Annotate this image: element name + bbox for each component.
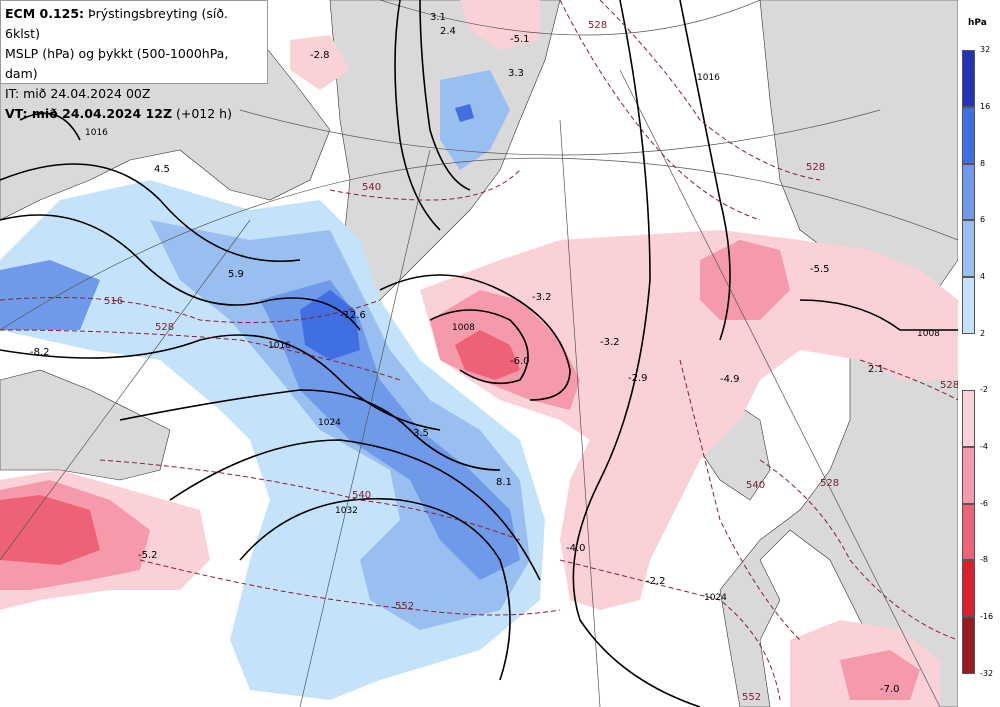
pressure-rise-areas <box>0 70 545 700</box>
change-label: -6.0 <box>510 356 530 367</box>
legend-fall-label: -32 <box>980 669 994 678</box>
map-canvas: 1016 1008 1016 1024 1032 1024 1008 1016 … <box>0 0 958 707</box>
weather-map: 1016 1008 1016 1024 1032 1024 1008 1016 … <box>0 0 958 707</box>
legend-rise-swatch <box>962 277 975 334</box>
change-label: -5.1 <box>510 34 530 45</box>
thickness-label: 516 <box>104 296 123 307</box>
change-label: -2.8 <box>310 50 330 61</box>
change-label: 3.1 <box>430 12 446 23</box>
legend-rise-label: 4 <box>980 272 986 282</box>
change-label: -7.0 <box>880 684 900 695</box>
legend-rise-swatch <box>962 163 975 221</box>
isobar-label: 1024 <box>704 593 727 603</box>
isobar-label: 1024 <box>318 418 341 428</box>
legend-fall-swatch <box>962 390 975 447</box>
legend-fall-label: -2 <box>980 385 988 394</box>
thickness-label: 540 <box>362 182 381 193</box>
color-legend: hPa 32 16 8 6 4 2 -2 -4 -6 -8 -16 -32 <box>958 0 1000 707</box>
thickness-label: 528 <box>588 20 607 31</box>
legend-fall-label: -16 <box>980 612 994 622</box>
legend-unit: hPa <box>968 18 987 28</box>
legend-rise-label: 8 <box>980 158 986 168</box>
change-label: 3.3 <box>508 68 524 79</box>
legend-fall-swatch <box>962 617 975 674</box>
thickness-label: 540 <box>352 490 371 501</box>
product-label: Þrýstingsbreyting (síð. 6klst) <box>5 6 228 41</box>
change-label: -2.9 <box>628 373 648 384</box>
change-label: -5.2 <box>138 550 158 561</box>
legend-rise-swatch <box>962 106 975 164</box>
pressure-fall-areas <box>0 0 958 707</box>
change-label: -5.5 <box>810 264 830 275</box>
map-title-box: ECM 0.125: Þrýstingsbreyting (síð. 6klst… <box>0 0 268 121</box>
thickness-label: 528 <box>806 162 825 173</box>
isobar-label: 1032 <box>335 506 358 516</box>
init-time: IT: mið 24.04.2024 00Z <box>5 86 151 101</box>
change-label: 2.4 <box>440 26 456 37</box>
graticule <box>0 0 958 707</box>
legend-rise-label: 6 <box>980 215 986 225</box>
model-label: ECM 0.125: <box>5 6 85 21</box>
change-label: -3.2 <box>532 292 552 303</box>
change-label: -3.2 <box>600 337 620 348</box>
thickness-label: 540 <box>746 480 765 491</box>
change-label: -8.2 <box>30 347 50 358</box>
thickness-label: 528 <box>155 322 174 333</box>
change-label: 4.5 <box>154 164 170 175</box>
thickness-lines <box>0 0 958 701</box>
legend-fall-label: -4 <box>980 441 988 451</box>
change-label: 5.9 <box>228 269 244 280</box>
change-label: 8.1 <box>496 477 512 488</box>
legend-rise-swatch <box>962 50 975 107</box>
legend-fall-swatch <box>962 446 975 504</box>
isobar-label: 1008 <box>917 329 940 339</box>
change-label: -4.9 <box>720 374 740 385</box>
legend-rise-label: 16 <box>980 101 991 111</box>
change-label: 2.1 <box>868 364 884 375</box>
legend-rise-label: 2 <box>980 329 986 338</box>
change-label: -2.2 <box>646 576 666 587</box>
isobar-label: 1008 <box>452 323 475 333</box>
pressure-change-labels: 3.1 2.4 -5.1 3.3 -2.8 4.5 5.9 -12.6 -8.2… <box>30 12 900 695</box>
change-label: -12.6 <box>340 310 366 321</box>
isobar-labels: 1016 1008 1016 1024 1032 1024 1008 1016 <box>85 73 940 603</box>
thickness-label: 552 <box>742 692 761 703</box>
thickness-labels: 528 540 516 528 540 552 540 528 528 552 … <box>104 20 958 703</box>
change-label: -4.0 <box>566 543 586 554</box>
isobar-label: 1016 <box>85 128 108 138</box>
legend-fall-swatch <box>962 503 975 561</box>
lead-time: (+012 h) <box>176 106 232 121</box>
change-label: 3.5 <box>413 428 429 439</box>
fields-label: MSLP (hPa) og þykkt (500-1000hPa, dam) <box>5 46 229 81</box>
thickness-label: 528 <box>820 478 839 489</box>
isobar-label: 1016 <box>268 341 291 351</box>
legend-rise-swatch <box>962 220 975 278</box>
thickness-label: 528 <box>940 380 958 391</box>
legend-rise-label: 32 <box>980 45 991 54</box>
legend-fall-label: -6 <box>980 498 988 508</box>
legend-fall-swatch <box>962 560 975 618</box>
isobar-label: 1016 <box>697 73 720 83</box>
valid-time: VT: mið 24.04.2024 12Z <box>5 106 173 121</box>
isobars <box>0 0 958 707</box>
thickness-label: 552 <box>395 601 414 612</box>
legend-fall-label: -8 <box>980 555 988 565</box>
